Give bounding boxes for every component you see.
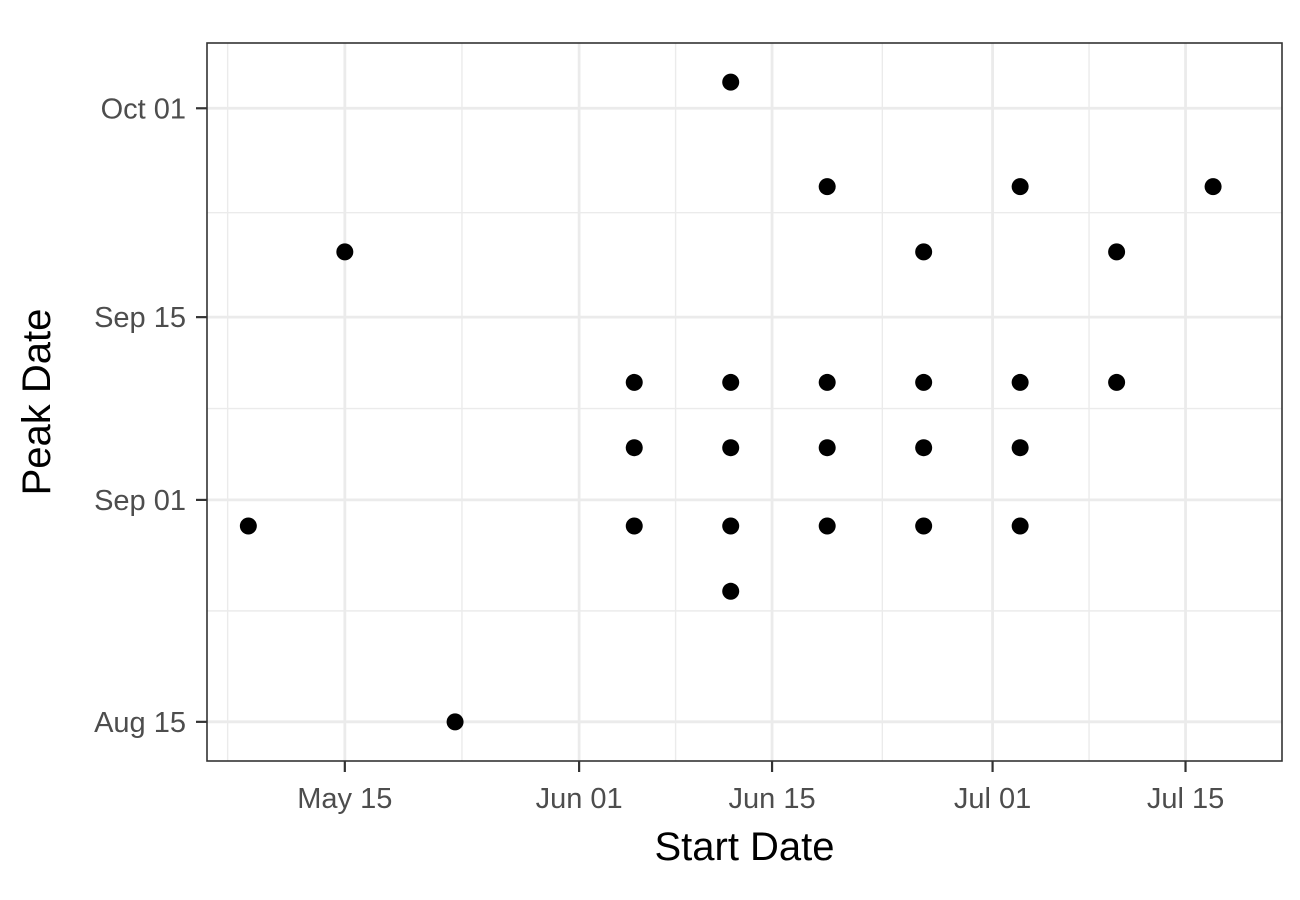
- data-point: [722, 517, 740, 535]
- data-point: [915, 243, 933, 261]
- x-tick-label: Jul 01: [954, 783, 1031, 815]
- data-point: [818, 517, 836, 535]
- data-point: [722, 439, 740, 457]
- y-tick-label: Oct 01: [101, 93, 186, 125]
- y-tick-label: Aug 15: [94, 707, 186, 739]
- data-point: [915, 439, 933, 457]
- data-point: [1011, 439, 1029, 457]
- data-point: [1011, 373, 1029, 391]
- minor-grid: [207, 43, 1282, 761]
- y-axis-ticks: Aug 15 Sep 01 Sep 15 Oct 01: [94, 93, 207, 739]
- data-point: [722, 73, 740, 91]
- y-tick-label: Sep 01: [94, 485, 186, 517]
- data-point: [722, 582, 740, 600]
- data-point: [1108, 243, 1126, 261]
- data-point: [625, 439, 643, 457]
- major-grid: [207, 43, 1282, 761]
- data-point: [1011, 178, 1029, 196]
- data-point: [239, 517, 257, 535]
- plot-panel-border: [206, 42, 1283, 762]
- data-point: [625, 373, 643, 391]
- data-point: [446, 713, 464, 731]
- data-point: [336, 243, 354, 261]
- x-tick-label: Jul 15: [1147, 783, 1224, 815]
- x-axis-ticks: May 15 Jun 01 Jun 15 Jul 01 Jul 15: [297, 761, 1224, 815]
- data-points: [239, 73, 1222, 731]
- data-point: [1108, 373, 1126, 391]
- data-point: [1011, 517, 1029, 535]
- x-tick-label: Jun 15: [729, 783, 816, 815]
- data-point: [625, 517, 643, 535]
- y-axis-title: Peak Date: [15, 309, 59, 496]
- x-tick-label: Jun 01: [536, 783, 623, 815]
- data-point: [915, 373, 933, 391]
- data-point: [915, 517, 933, 535]
- data-point: [722, 373, 740, 391]
- x-tick-label: May 15: [297, 783, 392, 815]
- data-point: [818, 178, 836, 196]
- data-point: [1204, 178, 1222, 196]
- x-axis-title: Start Date: [654, 825, 834, 869]
- y-tick-label: Sep 15: [94, 302, 186, 334]
- data-point: [818, 439, 836, 457]
- data-point: [818, 373, 836, 391]
